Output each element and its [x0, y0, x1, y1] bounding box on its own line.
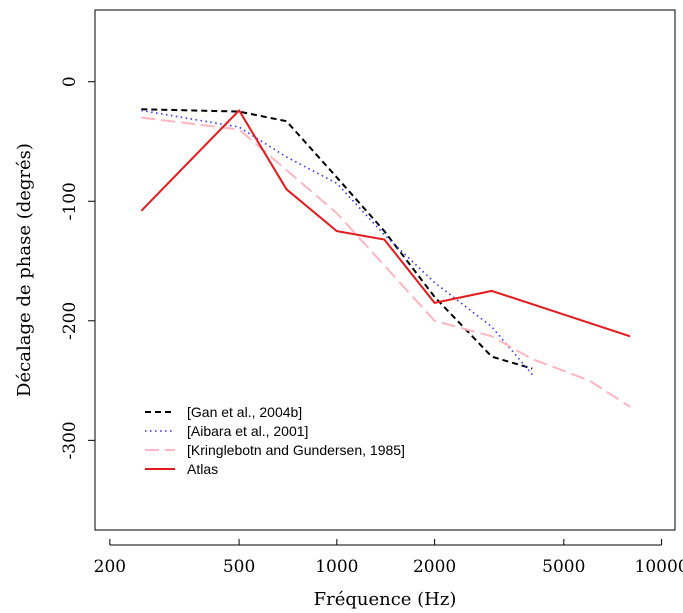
x-tick-label: 500	[223, 557, 255, 577]
series-line-3	[141, 116, 631, 408]
legend-label-4: Atlas	[187, 461, 218, 477]
x-tick-label: 2000	[413, 557, 456, 577]
series-line-4	[140, 109, 631, 338]
x-tick-label: 5000	[542, 557, 585, 577]
y-axis-title: Décalage de phase (degrés)	[14, 143, 35, 397]
y-tick-label: -300	[60, 421, 80, 459]
y-tick-label: -200	[60, 302, 80, 340]
legend-label-3: [Kringlebotn and Gundersen, 1985]	[187, 442, 405, 458]
legend-label-2: [Aibara et al., 2001]	[187, 423, 308, 439]
y-tick-label: 0	[60, 76, 80, 87]
legend: [Gan et al., 2004b] [Aibara et al., 2001]…	[145, 404, 405, 477]
y-tick-label: -100	[60, 182, 80, 220]
x-axis-title: Fréquence (Hz)	[314, 589, 457, 610]
x-tick-label: 200	[94, 557, 126, 577]
series-layer	[140, 108, 631, 408]
series-line-1	[141, 108, 533, 370]
x-tick-label: 1000	[315, 557, 358, 577]
legend-label-1: [Gan et al., 2004b]	[187, 404, 302, 420]
